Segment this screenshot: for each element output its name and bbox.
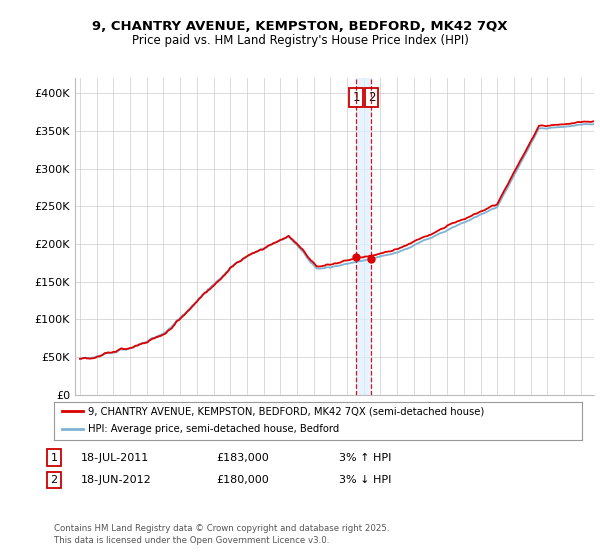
Bar <box>356 78 371 395</box>
Text: HPI: Average price, semi-detached house, Bedford: HPI: Average price, semi-detached house,… <box>88 424 340 434</box>
Text: 3% ↑ HPI: 3% ↑ HPI <box>339 452 391 463</box>
Text: 2: 2 <box>368 91 375 104</box>
Text: £183,000: £183,000 <box>216 452 269 463</box>
Text: Price paid vs. HM Land Registry's House Price Index (HPI): Price paid vs. HM Land Registry's House … <box>131 34 469 46</box>
Text: £180,000: £180,000 <box>216 475 269 485</box>
Text: Contains HM Land Registry data © Crown copyright and database right 2025.
This d: Contains HM Land Registry data © Crown c… <box>54 524 389 545</box>
Text: 1: 1 <box>352 91 360 104</box>
Text: 1: 1 <box>50 452 58 463</box>
Text: 2: 2 <box>50 475 58 485</box>
Text: 9, CHANTRY AVENUE, KEMPSTON, BEDFORD, MK42 7QX: 9, CHANTRY AVENUE, KEMPSTON, BEDFORD, MK… <box>92 20 508 32</box>
Text: 18-JUL-2011: 18-JUL-2011 <box>81 452 149 463</box>
Text: 18-JUN-2012: 18-JUN-2012 <box>81 475 152 485</box>
Text: 3% ↓ HPI: 3% ↓ HPI <box>339 475 391 485</box>
Text: 9, CHANTRY AVENUE, KEMPSTON, BEDFORD, MK42 7QX (semi-detached house): 9, CHANTRY AVENUE, KEMPSTON, BEDFORD, MK… <box>88 406 485 416</box>
